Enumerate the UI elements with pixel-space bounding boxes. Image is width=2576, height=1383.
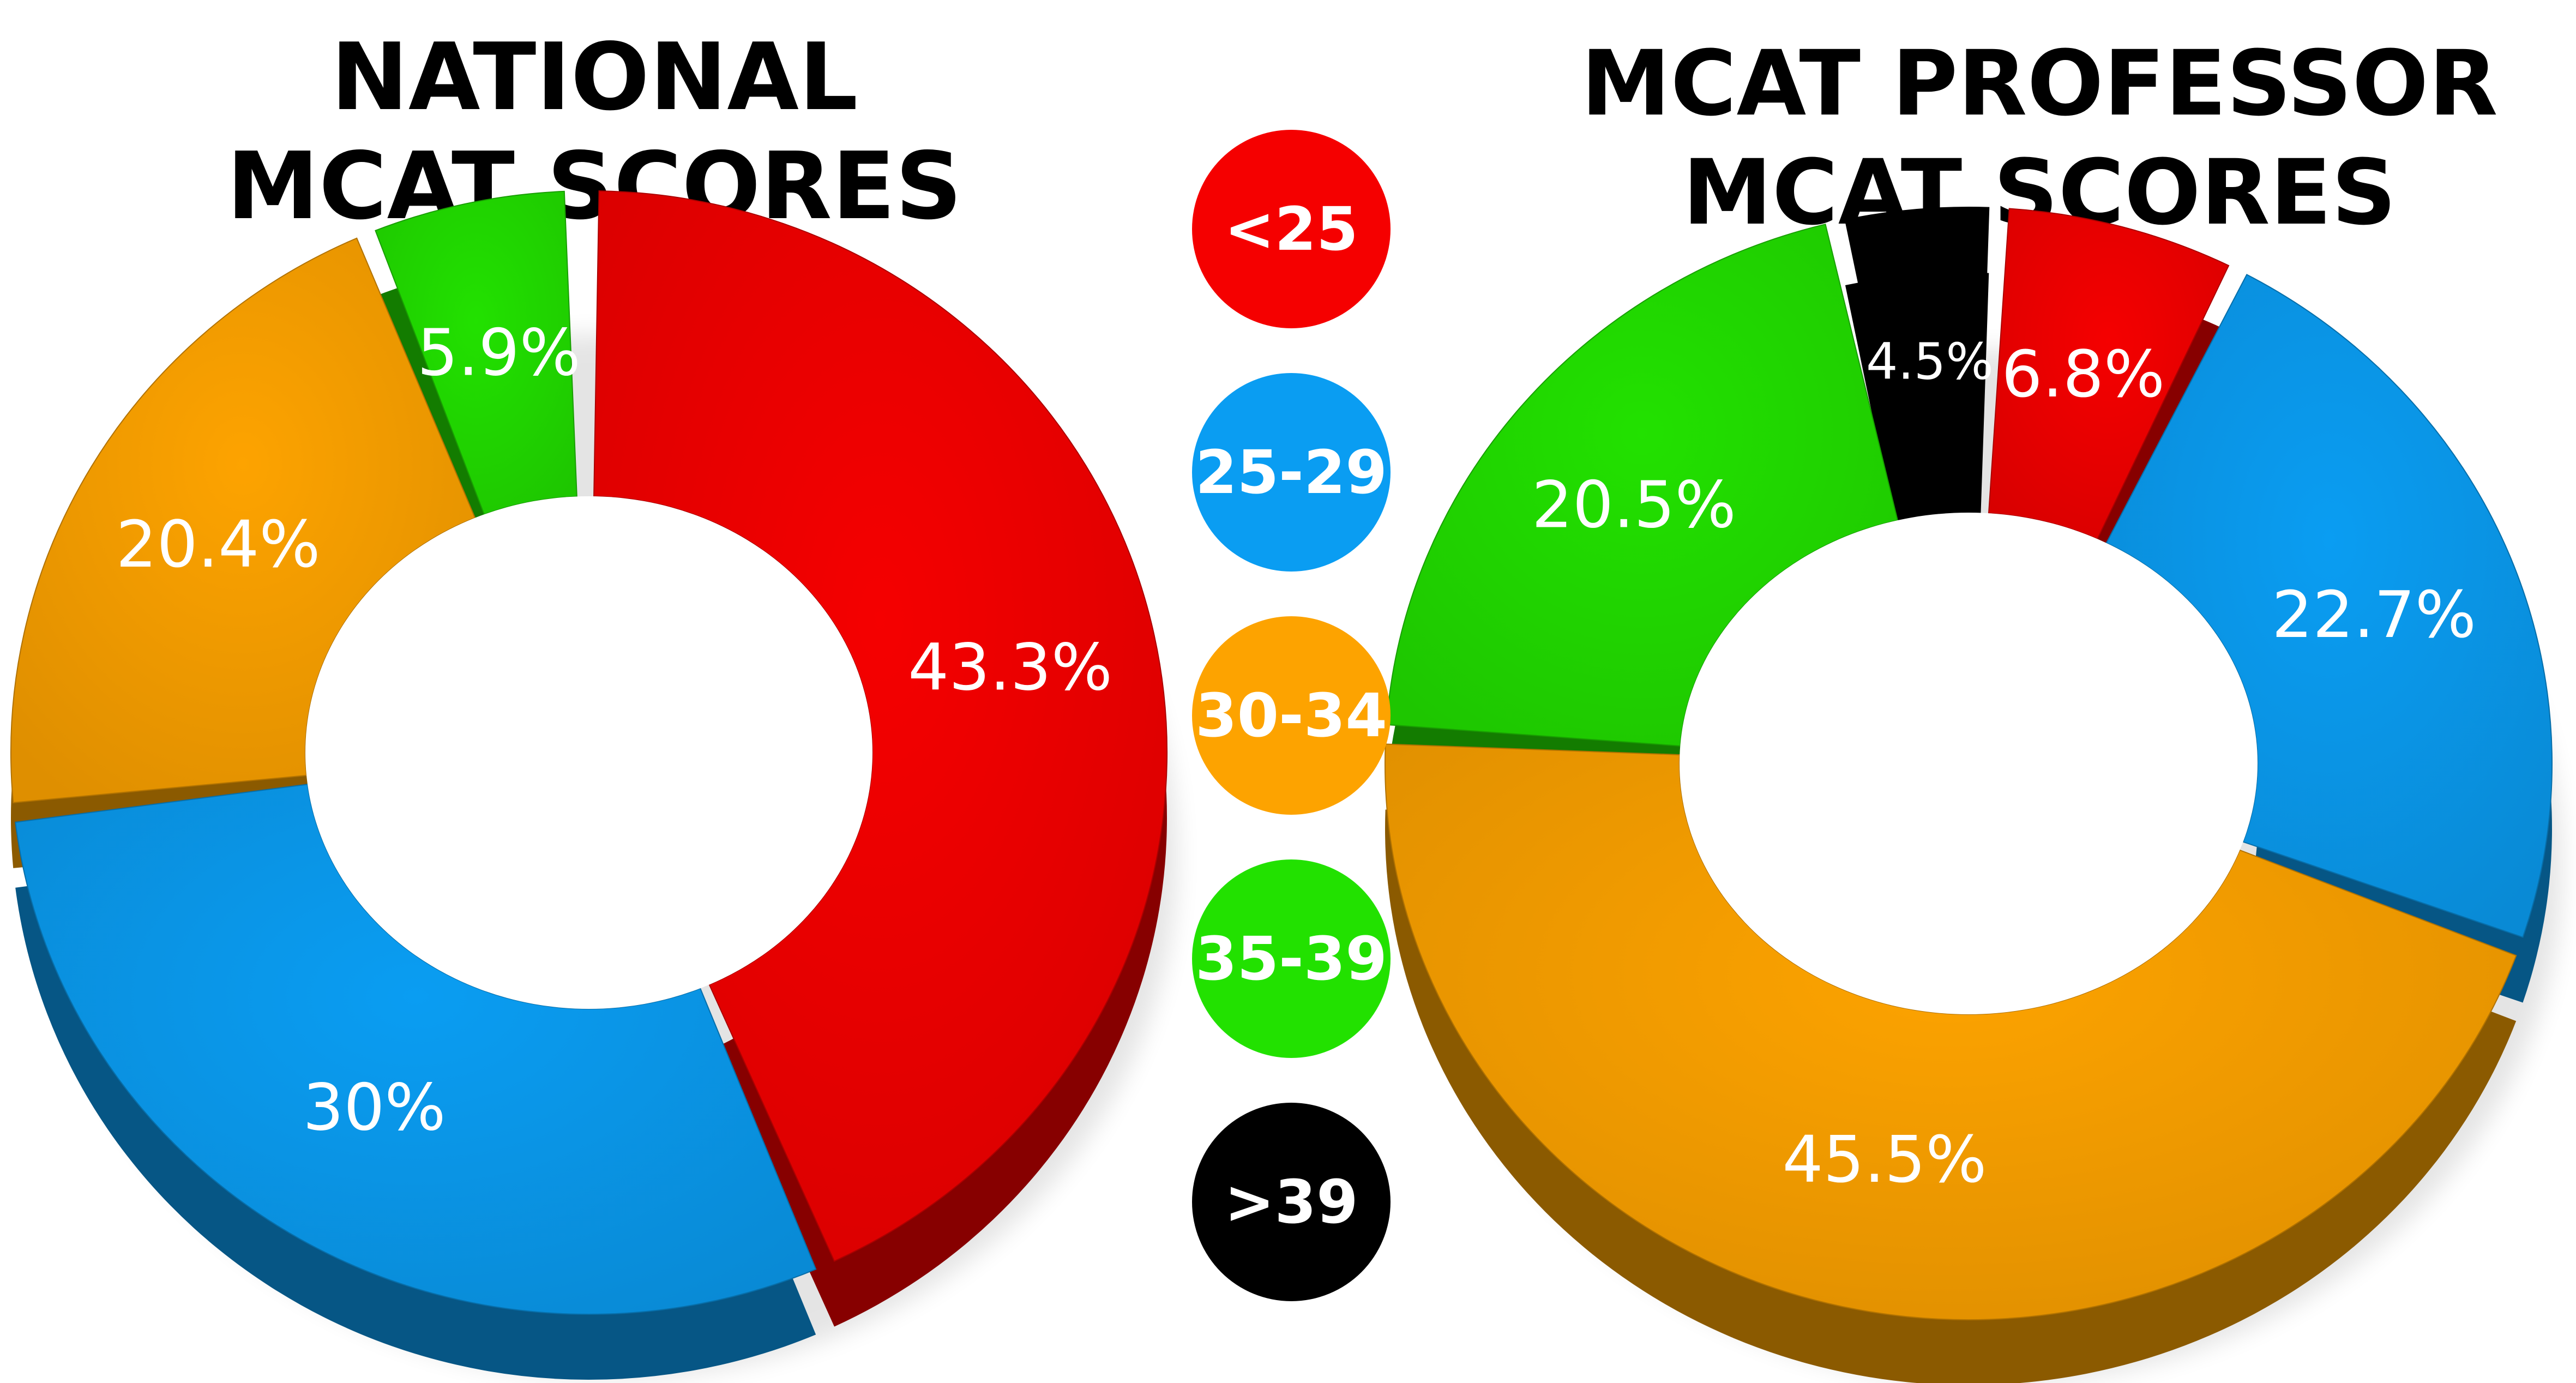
professor-label-30-34: 45.5% [1783,1122,1987,1197]
legend-swatch-over-39 [1192,1103,1391,1301]
legend-label-under-25: <25 [1224,194,1358,264]
legend: <25 25-29 30-34 35-39 >39 [1192,130,1391,1301]
national-label-35-39: 5.9% [417,315,581,390]
national-label-under-25: 43.3% [908,629,1112,705]
legend-label-25-29: 25-29 [1195,437,1387,507]
national-title-line-1: NATIONAL [331,23,858,131]
legend-swatch-35-39 [1192,859,1391,1058]
professor-label-25-29: 22.7% [2272,577,2476,652]
professor-title-line-1: MCAT PROFESSOR [1581,31,2497,136]
professor-label-under-25: 6.8% [2001,336,2165,412]
national-donut-hole [305,496,872,1009]
legend-swatch-under-25 [1192,130,1391,328]
professor-label-over-39: 4.5% [1866,332,1994,390]
national-label-30-34: 20.4% [116,507,321,582]
legend-label-30-34: 30-34 [1195,681,1387,750]
national-label-25-29: 30% [303,1069,446,1145]
legend-label-over-39: >39 [1224,1167,1358,1237]
legend-label-35-39: 35-39 [1195,924,1387,994]
legend-swatch-30-34 [1192,616,1391,815]
national-title-line-2: MCAT SCORES [227,133,962,240]
professor-label-35-39: 20.5% [1532,467,1736,542]
legend-swatch-25-29 [1192,373,1391,572]
professor-donut-hole [1680,513,2258,1014]
